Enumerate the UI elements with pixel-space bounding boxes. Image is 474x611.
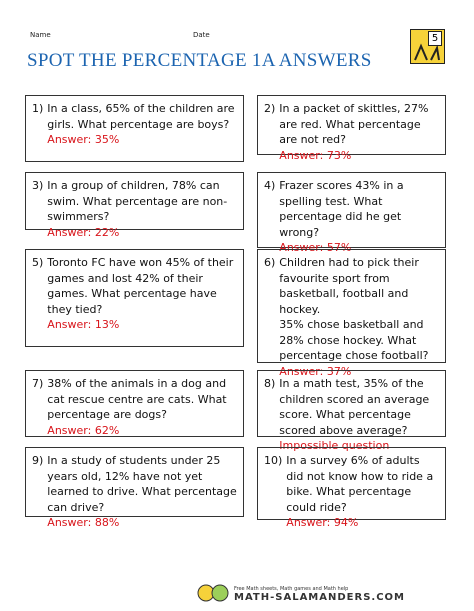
question-box: 5) Toronto FC have won 45% of their games… [25,249,244,347]
question-row: 6) Children had to pick their favourite s… [264,255,439,379]
question-body: In a study of students under 25 years ol… [47,453,237,531]
logo-figure [414,43,440,61]
answer: Answer: 35% [47,133,120,146]
question-row: 4) Frazer scores 43% in a spelling test. … [264,178,439,256]
question-number: 10) [264,454,283,467]
question-body: Children had to pick their favourite spo… [279,255,439,379]
answer: Answer: 57% [279,241,352,254]
question-row: 8) In a math test, 35% of the children sc… [264,376,439,454]
question-box: 10) In a survey 6% of adults did not know… [257,447,446,529]
question-text: In a class, 65% of the children are girl… [47,102,235,131]
question-row: 5) Toronto FC have won 45% of their games… [32,255,237,333]
title: SPOT THE PERCENTAGE 1A ANSWERS [27,50,372,71]
question-row: 9) In a study of students under 25 years … [32,453,237,531]
answer: Impossible question [279,439,390,452]
question-body: In a packet of skittles, 27% are red. Wh… [279,101,439,163]
question-box: 1) In a class, 65% of the children are gi… [25,95,244,162]
name-label: Name [30,31,51,39]
footer-tagline: Free Math sheets, Math games and Math he… [234,586,349,592]
question-number: 4) [264,179,276,192]
question-box: 6) Children had to pick their favourite s… [257,249,446,378]
question-text: Toronto FC have won 45% of their games a… [47,256,234,316]
logo: 5 [410,29,445,64]
question-body: Frazer scores 43% in a spelling test. Wh… [279,178,439,256]
answer: Answer: 88% [47,516,120,529]
question-body: In a math test, 35% of the children scor… [279,376,439,454]
question-row: 3) In a group of children, 78% can swim. … [32,178,237,240]
question-number: 7) [32,377,44,390]
question-row: 7) 38% of the animals in a dog and cat re… [32,376,237,438]
logo-number: 5 [428,31,442,46]
footer-logo [197,584,229,602]
question-box: 7) 38% of the animals in a dog and cat re… [25,370,244,437]
question-number: 9) [32,454,44,467]
question-text: Frazer scores 43% in a spelling test. Wh… [279,179,404,239]
question-row: 1) In a class, 65% of the children are gi… [32,101,237,148]
question-box: 8) In a math test, 35% of the children sc… [257,370,446,452]
question-box: 3) In a group of children, 78% can swim. … [25,172,244,239]
question-row: 10) In a survey 6% of adults did not know… [264,453,439,531]
answer: Answer: 22% [47,225,120,239]
answer: Answer: 94% [286,516,359,529]
question-box: 2) In a packet of skittles, 27% are red. … [257,95,446,162]
question-box: 9) In a study of students under 25 years … [25,447,244,529]
answer: Answer: 73% [279,148,352,162]
question-body: In a class, 65% of the children are girl… [47,101,237,148]
question-number: 2) [264,102,276,115]
question-body: Toronto FC have won 45% of their games a… [47,255,237,333]
question-number: 6) [264,256,276,269]
question-number: 3) [32,179,44,192]
question-text: In a study of students under 25 years ol… [47,454,237,514]
question-number: 8) [264,377,276,390]
answer: Answer: 13% [47,318,120,331]
question-body: 38% of the animals in a dog and cat resc… [47,376,237,438]
question-text: In a math test, 35% of the children scor… [279,377,430,437]
date-label: Date [193,31,210,39]
question-body: In a survey 6% of adults did not know ho… [286,453,439,531]
question-number: 5) [32,256,44,269]
question-body: In a group of children, 78% can swim. Wh… [47,178,237,240]
question-row: 2) In a packet of skittles, 27% are red. … [264,101,439,163]
question-text: In a survey 6% of adults did not know ho… [286,454,434,514]
question-number: 1) [32,102,44,115]
question-box: 4) Frazer scores 43% in a spelling test. … [257,172,446,254]
footer-site: MATH-SALAMANDERS.COM [234,592,405,603]
question-text: In a group of children, 78% can swim. Wh… [47,179,228,223]
question-text: 38% of the animals in a dog and cat resc… [47,377,227,421]
question-text: In a packet of skittles, 27% are red. Wh… [279,102,429,146]
answer: Answer: 37% [279,364,352,378]
answer: Answer: 62% [47,423,120,437]
question-text: Children had to pick their favourite spo… [279,256,429,362]
